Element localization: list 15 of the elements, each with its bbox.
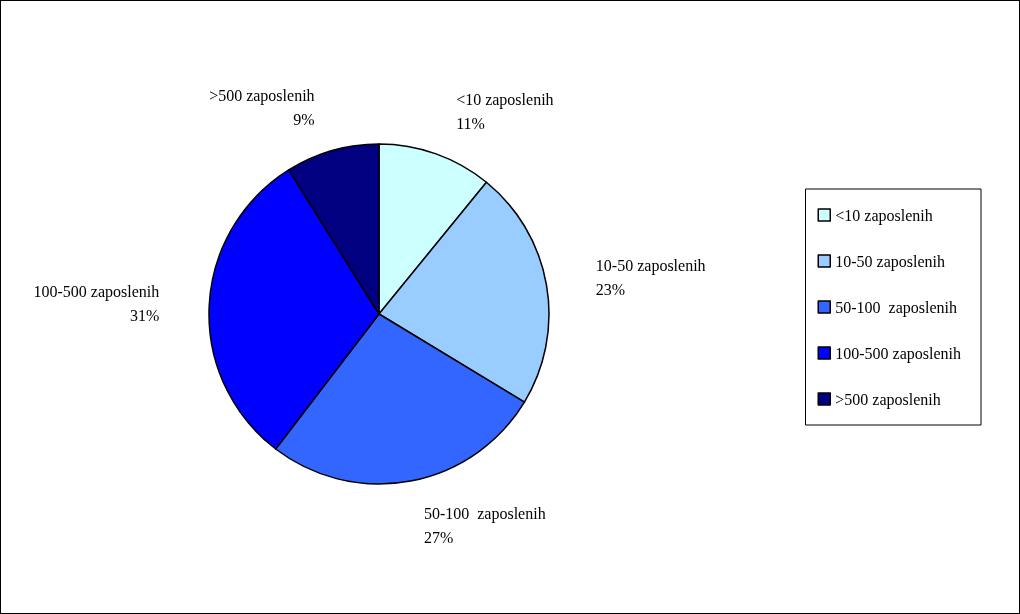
slice-label: 10-50 zaposlenih [595,256,706,275]
legend-label: 10-50 zaposlenih [835,252,945,271]
data-label: 11% [456,114,485,132]
data-label: 9% [293,110,315,128]
data-label: 27% [423,528,454,546]
slice-label: 50-100 zaposlenih [423,504,546,523]
data-label: 23% [595,280,626,298]
slice-label: <10 zaposlenih [456,90,554,109]
data-label: 31% [129,307,160,325]
slice-label: >500 zaposlenih [209,86,315,105]
legend-label: >500 zaposlenih [835,390,941,409]
legend-label: 50-100 zaposlenih [835,298,957,317]
legend-label: 100-500 zaposlenih [835,344,961,363]
legend-label: <10 zaposlenih [835,206,933,225]
slice-label: 100-500 zaposlenih [33,283,160,302]
